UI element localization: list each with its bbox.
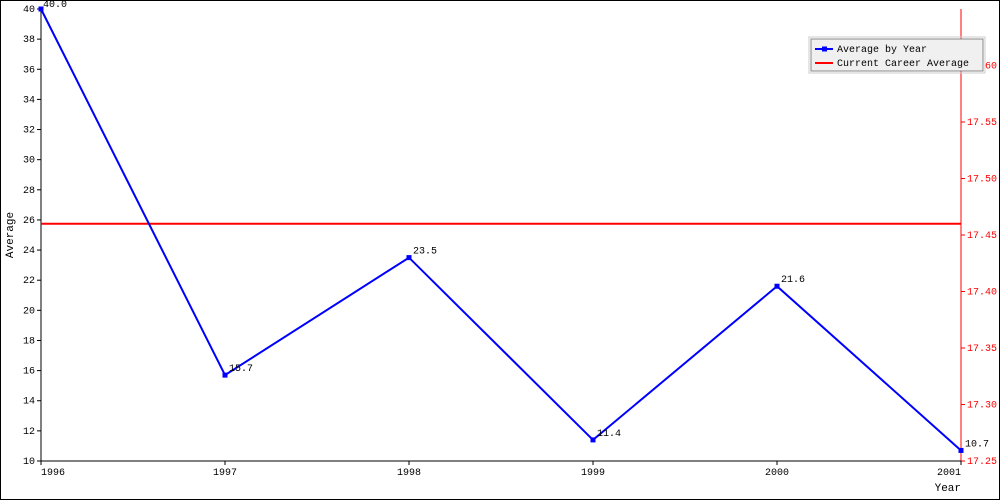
y-right-tick-label: 17.35 <box>967 344 997 355</box>
y-left-tick-label: 24 <box>23 246 35 257</box>
point-label: 40.0 <box>43 1 67 11</box>
chart-svg: 10 12 14 16 18 20 22 24 26 28 30 32 34 36 38 40 Average 1… <box>1 1 1000 501</box>
y-left-tick-label: 14 <box>23 397 35 408</box>
y-right-tick-label: 17.25 <box>967 457 997 468</box>
legend-swatch-marker <box>822 47 827 52</box>
y-right-tick-label: 17.50 <box>967 175 997 186</box>
y-left-tick-label: 38 <box>23 35 35 46</box>
y-left-tick-label: 22 <box>23 276 35 287</box>
y-left-tick-label: 16 <box>23 367 35 378</box>
y-left-axis-label: Average <box>5 212 17 258</box>
y-right-tick-label: 17.30 <box>967 401 997 412</box>
x-tick-label: 1998 <box>397 468 421 479</box>
point-label: 23.5 <box>413 247 437 258</box>
point-label: 10.7 <box>965 439 989 450</box>
x-tick-label: 1999 <box>581 468 605 479</box>
avg-by-year-line <box>41 9 961 450</box>
legend-label: Current Career Average <box>837 59 969 70</box>
legend-label: Average by Year <box>837 44 927 56</box>
y-left-tick-label: 32 <box>23 126 35 137</box>
x-axis-label: Year <box>935 483 961 495</box>
y-left-tick-label: 30 <box>23 156 35 167</box>
avg-by-year-marker <box>223 373 228 378</box>
y-right-tick-label: 17.40 <box>967 288 997 299</box>
avg-by-year-marker <box>959 448 964 453</box>
avg-by-year-marker <box>591 437 596 442</box>
y-left-tick-label: 26 <box>23 216 35 227</box>
y-left-tick-label: 10 <box>23 457 35 468</box>
x-tick-label: 2001 <box>937 468 961 479</box>
y-left-tick-label: 28 <box>23 186 35 197</box>
point-label: 21.6 <box>781 275 805 286</box>
y-left-tick-label: 12 <box>23 427 35 438</box>
chart-container: 10 12 14 16 18 20 22 24 26 28 30 32 34 36 38 40 Average 1… <box>0 0 1000 500</box>
avg-by-year-marker <box>407 255 412 260</box>
x-tick-label: 1996 <box>41 468 65 479</box>
avg-by-year-marker <box>775 284 780 289</box>
y-right-tick-label: 17.45 <box>967 231 997 242</box>
y-left-tick-label: 36 <box>23 65 35 76</box>
y-left-tick-label: 34 <box>23 95 35 106</box>
point-label: 15.7 <box>229 364 253 375</box>
y-left-tick-label: 40 <box>23 5 35 16</box>
x-tick-label: 2000 <box>765 468 789 479</box>
y-left-tick-label: 18 <box>23 336 35 347</box>
y-right-tick-label: 17.55 <box>967 118 997 129</box>
point-label: 11.4 <box>597 429 621 440</box>
x-tick-label: 1997 <box>213 468 237 479</box>
y-left-tick-label: 20 <box>23 306 35 317</box>
